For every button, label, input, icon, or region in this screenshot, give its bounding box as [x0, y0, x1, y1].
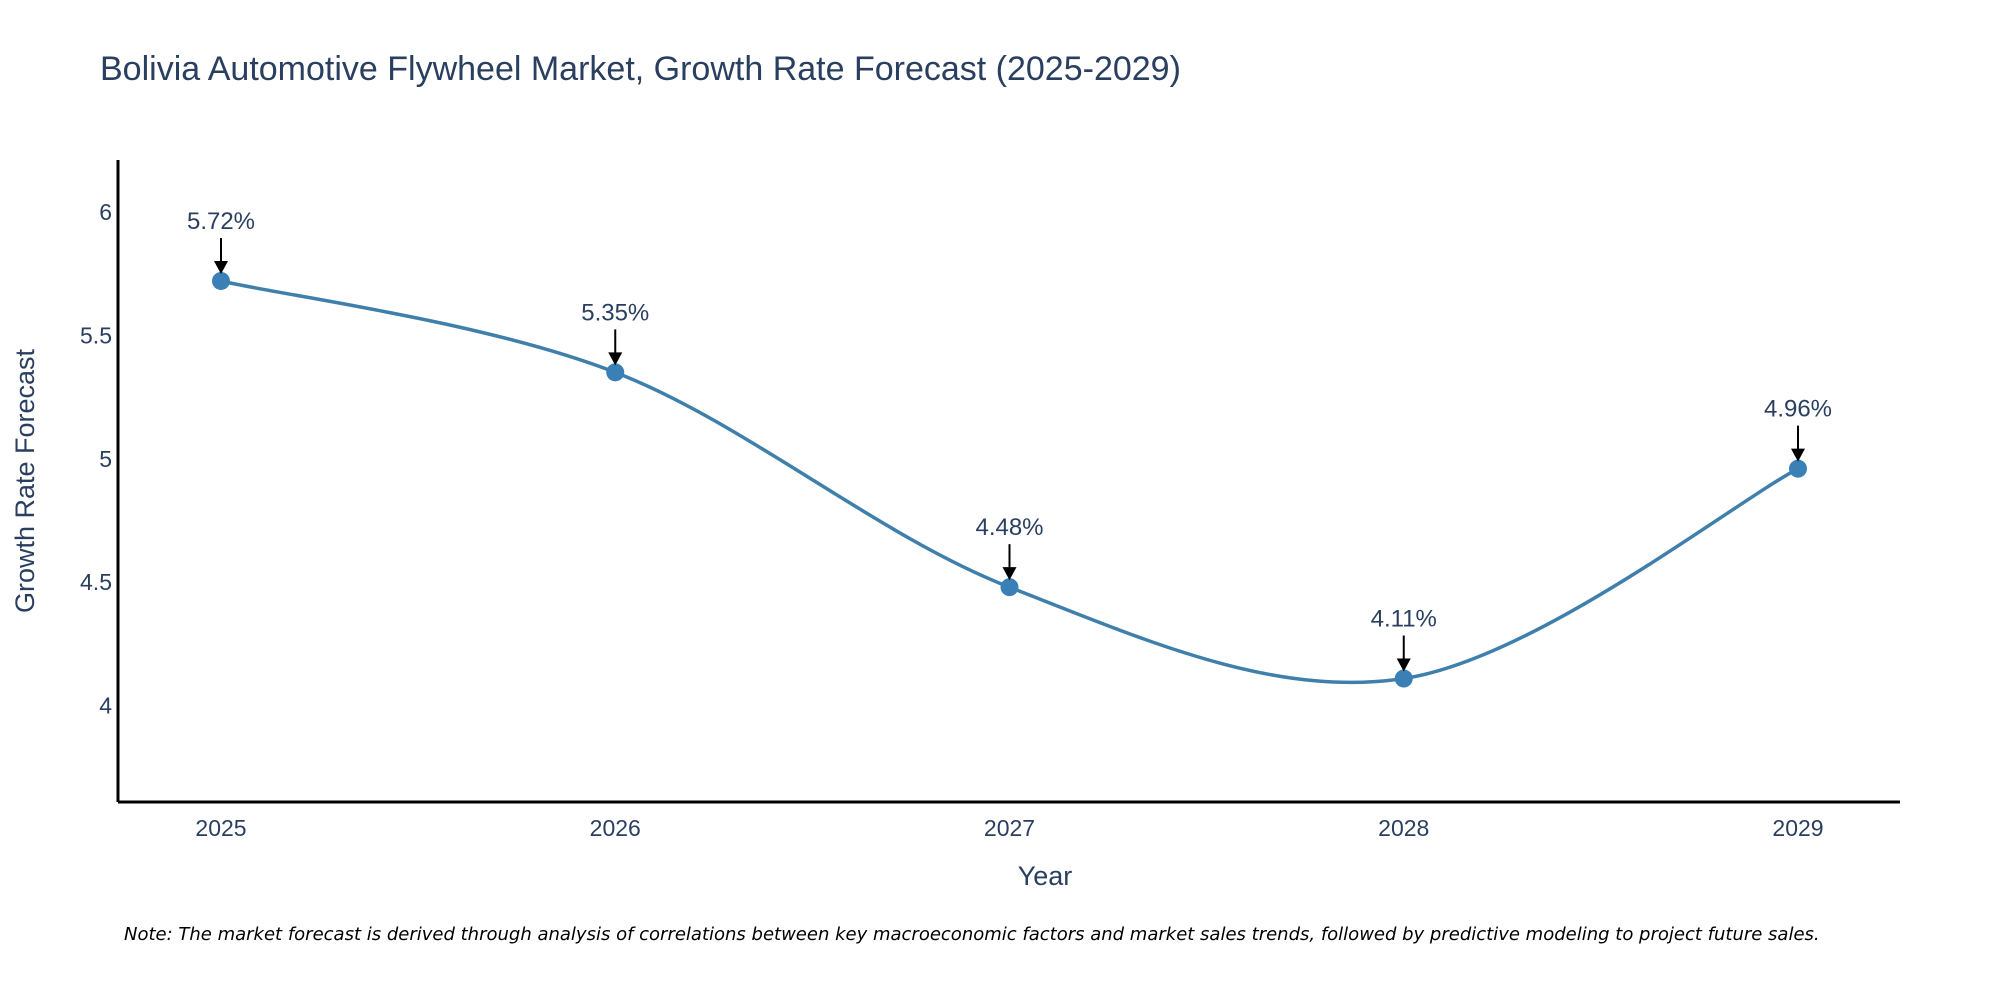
data-label-annotations: 5.72% 5.35% 4.48% 4.11% 4.96% [187, 208, 1832, 672]
data-point-marker [212, 271, 230, 290]
annotation-arrowhead [214, 260, 228, 274]
y-tick-label: 4.5 [80, 569, 112, 595]
annotation-arrowhead [1791, 448, 1805, 462]
x-tick-labels: 2025 2026 2027 2028 2029 [195, 815, 1823, 841]
x-tick-label: 2025 [195, 815, 246, 841]
axes [116, 160, 1900, 804]
data-label-annotation: 4.96% [1764, 396, 1832, 462]
annotation-arrowhead [1002, 567, 1017, 581]
y-tick-labels: 4 4.5 5 5.5 6 [80, 199, 112, 719]
x-tick-label: 2029 [1772, 815, 1823, 841]
data-label-annotation: 4.48% [975, 514, 1044, 581]
data-label: 5.35% [581, 299, 649, 326]
data-point-marker [1394, 669, 1413, 688]
data-label: 5.72% [187, 208, 255, 235]
data-point-marker [606, 363, 625, 382]
data-label-annotation: 5.72% [187, 208, 255, 274]
data-label: 4.48% [975, 514, 1043, 541]
y-tick-label: 5.5 [80, 322, 112, 348]
annotation-arrowhead [608, 352, 623, 366]
data-label-annotation: 5.35% [581, 299, 649, 366]
x-tick-label: 2026 [590, 815, 641, 841]
y-axis-title: Growth Rate Forecast [10, 348, 40, 613]
chart-title: Bolivia Automotive Flywheel Market, Grow… [100, 50, 1181, 88]
y-tick-label: 5 [99, 446, 112, 472]
data-label: 4.96% [1764, 396, 1832, 423]
data-point-marker [1000, 578, 1019, 597]
y-tick-label: 4 [99, 693, 112, 719]
data-point-marker [1789, 459, 1807, 478]
data-label: 4.11% [1371, 606, 1437, 633]
data-label-annotation: 4.11% [1371, 606, 1437, 672]
y-tick-label: 6 [99, 199, 112, 225]
series-line [220, 279, 1799, 685]
series-markers [212, 271, 1807, 688]
annotation-arrowhead [1396, 658, 1411, 672]
footnote: Note: The market forecast is derived thr… [124, 924, 1820, 945]
x-tick-label: 2028 [1378, 815, 1429, 841]
x-tick-label: 2027 [984, 815, 1035, 841]
x-axis-title: Year [1018, 861, 1073, 891]
